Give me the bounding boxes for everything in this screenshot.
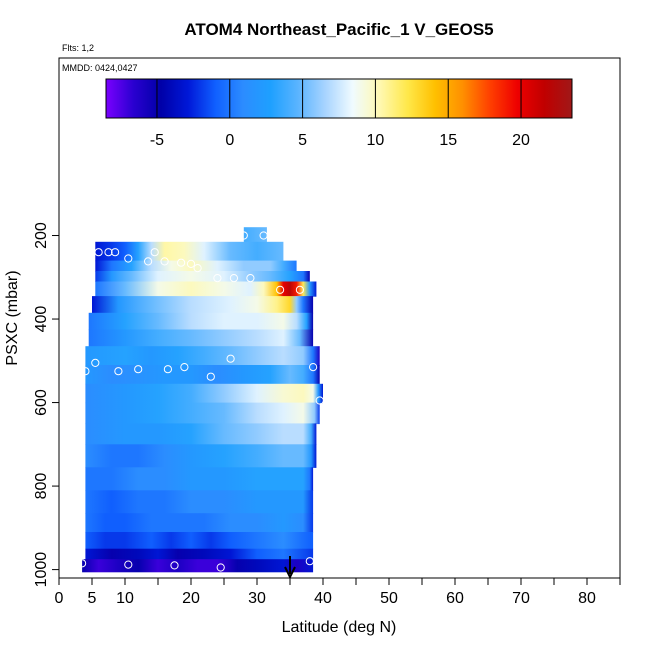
x-tick-label: 5 [88, 590, 97, 607]
observation-point [305, 557, 314, 566]
x-tick-label: 10 [116, 590, 134, 607]
y-axis: 200 400 600 800 1000 [33, 222, 59, 587]
observation-point [193, 264, 202, 273]
observation-point [91, 358, 100, 367]
heatmap-row [82, 559, 314, 573]
observation-point [94, 248, 103, 257]
heatmap-row [92, 296, 314, 314]
heatmap-row [95, 241, 284, 262]
observation-point [216, 563, 225, 572]
heatmap-row [95, 281, 317, 297]
heatmap-row [85, 402, 320, 425]
observation-point [213, 274, 222, 283]
observation-point [124, 254, 133, 263]
colorbar-tick-label: 15 [439, 132, 457, 149]
observation-point [177, 258, 186, 267]
x-axis: 0 5 10 20 30 40 50 60 70 80 [55, 578, 621, 607]
heatmap-cells [82, 227, 324, 573]
observation-point [246, 274, 255, 283]
observation-point [150, 248, 159, 257]
colorbar-tick-label: 5 [298, 132, 307, 149]
colorbar-tick-label: -5 [150, 132, 164, 149]
observation-point [163, 365, 172, 374]
y-axis-title: PSXC (mbar) [4, 270, 21, 365]
observation-point [114, 367, 123, 376]
x-tick-label: 20 [182, 590, 200, 607]
colorbar-border [105, 78, 573, 119]
y-tick-label: 400 [33, 306, 50, 333]
observation-point [226, 354, 235, 363]
observation-point [111, 248, 120, 257]
x-tick-label: 0 [55, 590, 64, 607]
observation-point [180, 363, 189, 372]
observation-point [239, 231, 248, 240]
heatmap-row [85, 383, 324, 404]
heatmap-row [85, 490, 314, 514]
heatmap-row [95, 260, 297, 272]
observation-point [170, 561, 179, 570]
observation-point [276, 285, 285, 294]
heatmap-row [85, 467, 314, 491]
heatmap-row [95, 271, 310, 282]
marker-arrow-head [284, 566, 296, 580]
observation-point [124, 560, 133, 569]
x-tick-label: 70 [512, 590, 530, 607]
heatmap-row [85, 513, 314, 533]
heatmap-row [85, 346, 320, 366]
colorbar-tick-label: 0 [225, 132, 234, 149]
observation-point [206, 372, 215, 381]
observation-point [229, 274, 238, 283]
observation-point [259, 231, 268, 240]
y-tick-label: 1000 [33, 552, 50, 588]
observation-point [78, 559, 87, 568]
flights-label: Flts: 1,2 [62, 43, 94, 53]
observation-point [186, 259, 196, 268]
heatmap-row [85, 532, 314, 550]
x-axis-title: Latitude (deg N) [282, 619, 397, 636]
heatmap-row [85, 548, 314, 560]
x-tick-label: 30 [248, 590, 266, 607]
heatmap-row [85, 365, 320, 385]
observation-point [295, 285, 304, 294]
x-tick-label: 80 [578, 590, 596, 607]
observation-point [309, 363, 318, 372]
colorbar-tick-label: 20 [512, 132, 530, 149]
observation-point [160, 257, 169, 266]
colorbar-tick-label: 10 [367, 132, 385, 149]
observation-point [81, 367, 90, 376]
observation-markers [78, 231, 324, 572]
heatmap-row [85, 444, 317, 468]
heatmap-row [88, 329, 314, 347]
heatmap-row [85, 423, 317, 445]
y-tick-label: 800 [33, 473, 50, 500]
mmdd-label: MMDD: 0424,0427 [62, 63, 138, 73]
y-tick-label: 600 [33, 389, 50, 416]
x-tick-label: 40 [314, 590, 332, 607]
observation-point [315, 396, 324, 405]
chart-title: ATOM4 Northeast_Pacific_1 V_GEOS5 [184, 20, 493, 39]
colorbar: -5 0 5 10 15 20 [105, 78, 573, 149]
x-tick-label: 60 [446, 590, 464, 607]
observation-point [104, 248, 113, 257]
observation-point [134, 365, 143, 374]
observation-point [144, 257, 153, 266]
heatmap-row [88, 312, 314, 331]
latitude-marker-arrow [284, 556, 296, 580]
plot-frame [58, 57, 621, 579]
y-tick-label: 200 [33, 222, 50, 249]
x-tick-label: 50 [380, 590, 398, 607]
colorbar-fill [106, 79, 572, 118]
